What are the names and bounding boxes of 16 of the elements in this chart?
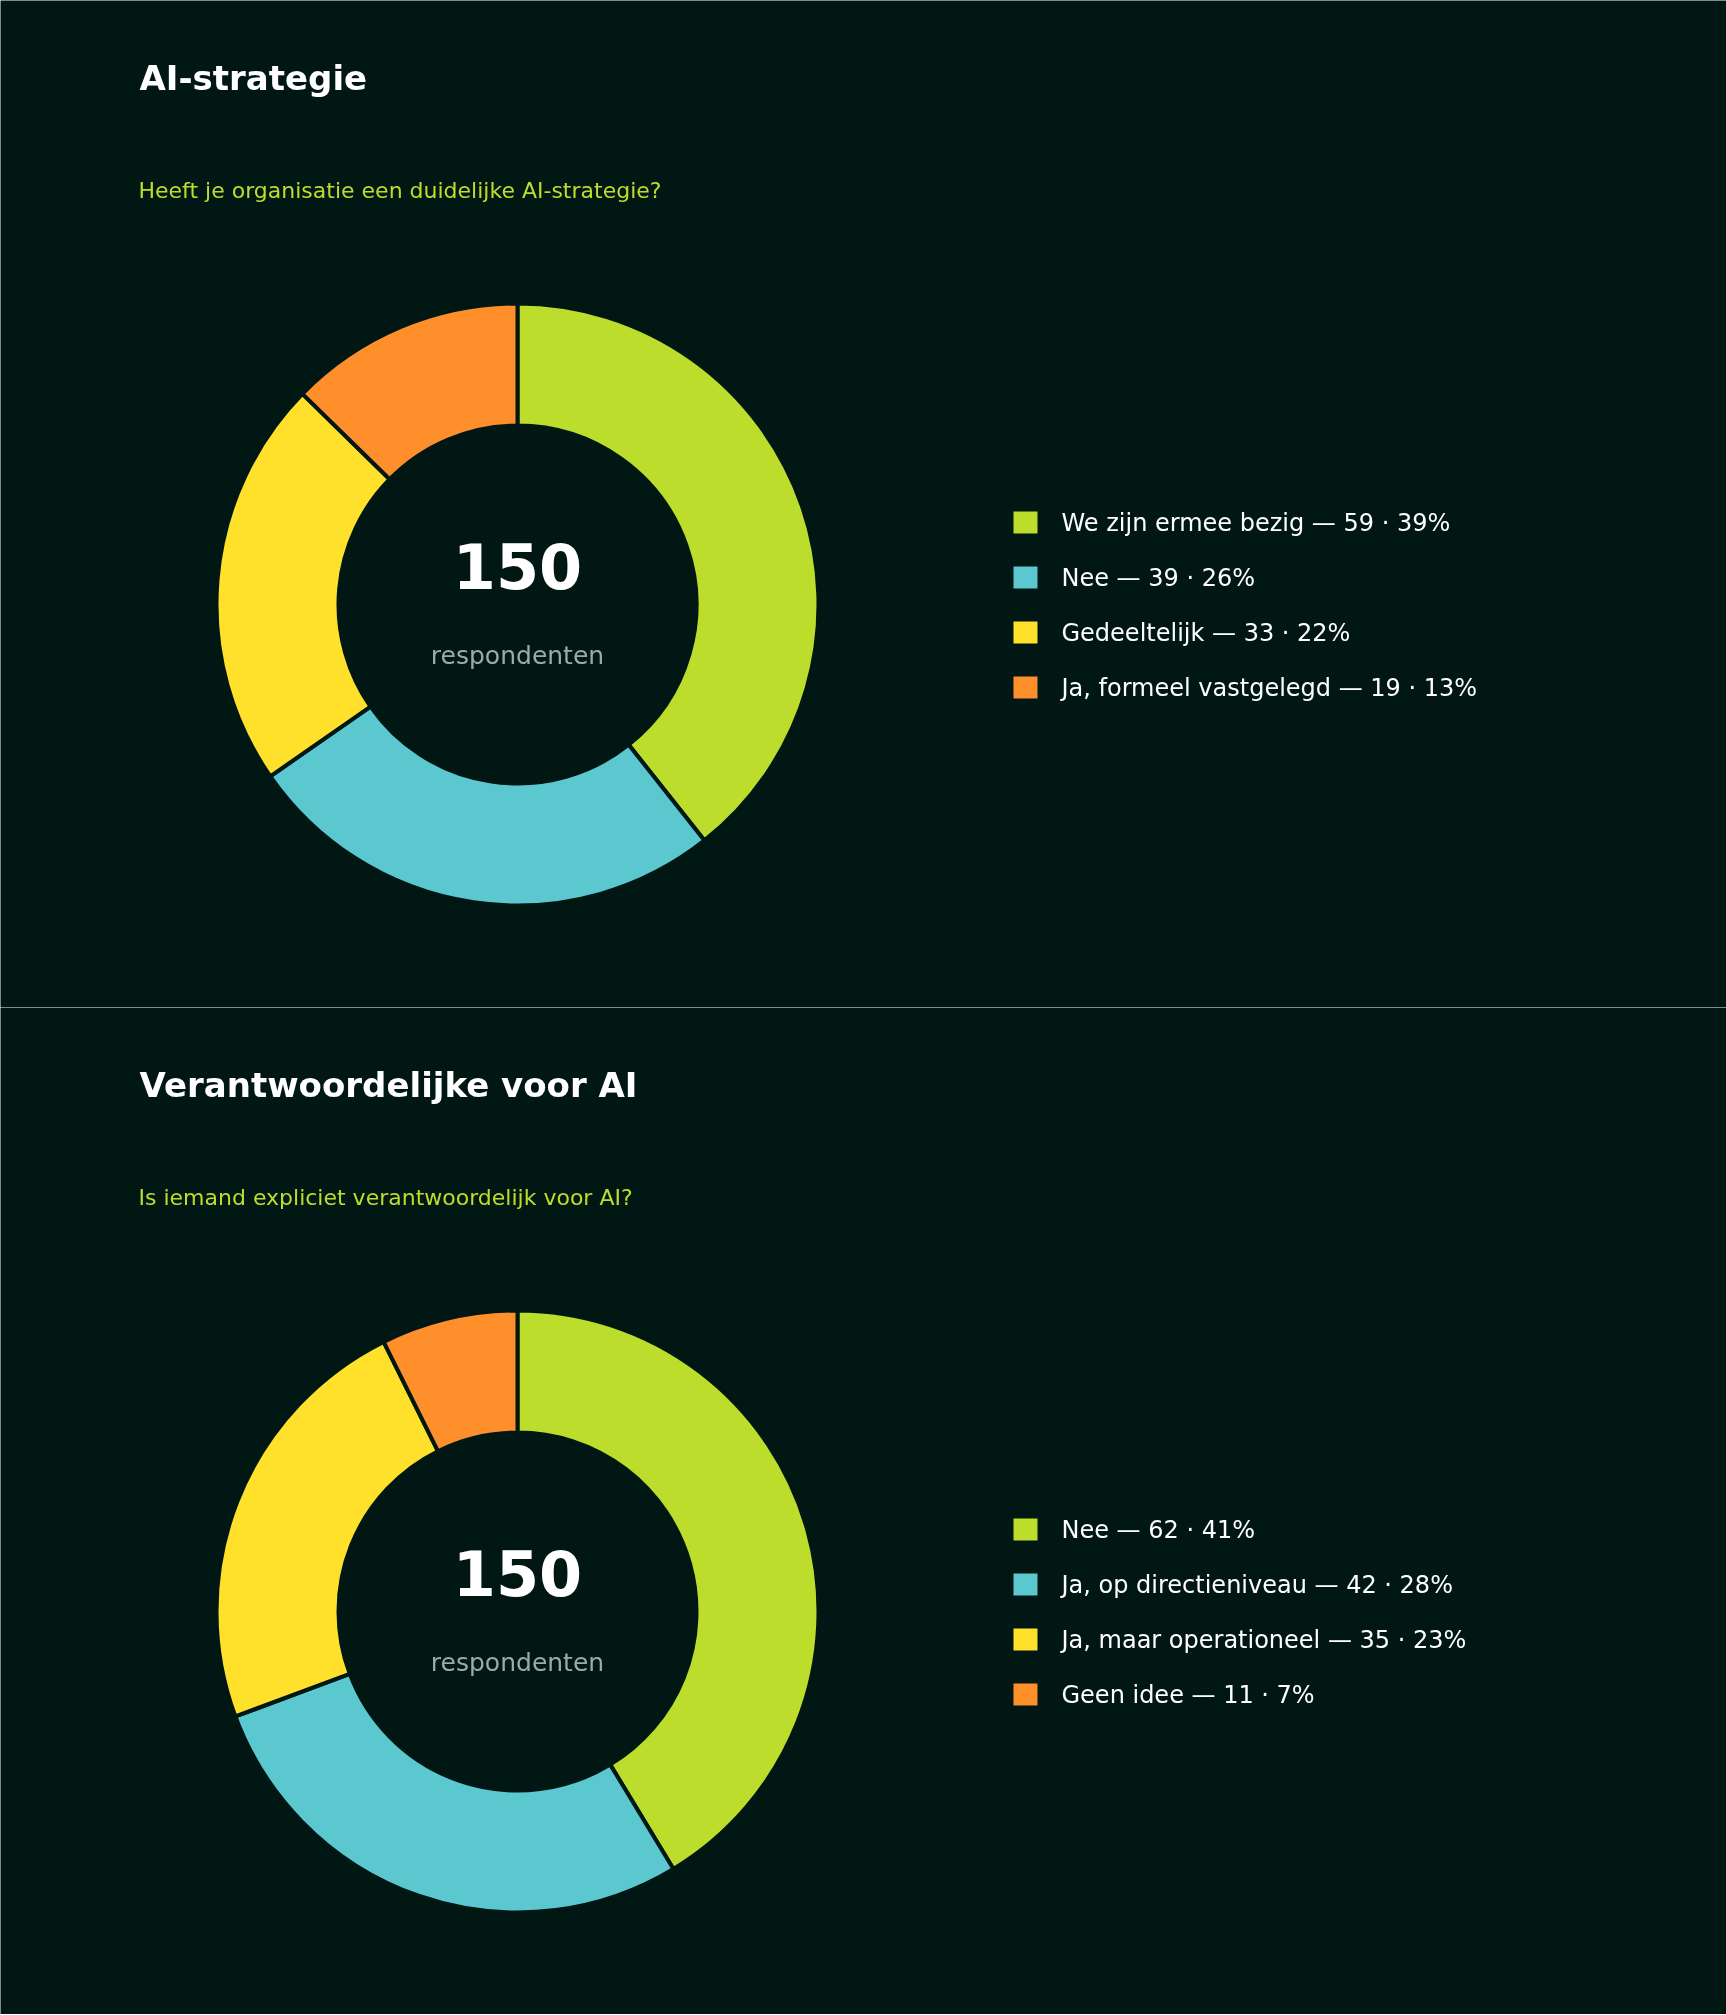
legend-label: Nee — 62 · 41% [1061, 1515, 1256, 1544]
legend-label: Ja, maar operationeel — 35 · 23% [1059, 1625, 1467, 1654]
chart-title: AI-strategie [139, 57, 368, 98]
text: respondenten [430, 1648, 605, 1677]
text: 150 [452, 1537, 583, 1611]
chart-subtitle: Is iemand expliciet verantwoordelijk voor AI? [138, 1185, 633, 1210]
legend-label: Geen idee — 11 · 7% [1061, 1680, 1315, 1709]
legend-label: Ja, op directieniveau — 42 · 28% [1059, 1570, 1453, 1599]
legend-label: Nee — 39 · 26% [1061, 563, 1256, 592]
legend-label: Ja, formeel vastgelegd — 19 · 13% [1059, 673, 1478, 702]
text: 150 [452, 530, 583, 604]
chart-title: Verantwoordelijke voor AI [139, 1064, 638, 1105]
text: respondenten [430, 641, 605, 670]
chart-subtitle: Heeft je organisatie een duidelijke AI-strategie? [138, 178, 662, 203]
legend-label: We zijn ermee bezig — 59 · 39% [1061, 508, 1451, 537]
legend-label: Gedeeltelijk — 33 · 22% [1061, 618, 1351, 647]
